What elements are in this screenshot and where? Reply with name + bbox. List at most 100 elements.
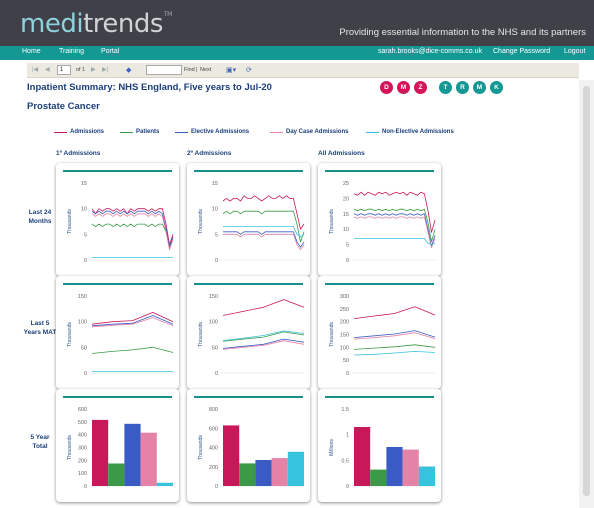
card-accent-bar [194,283,303,285]
y-tick-label: 250 [340,307,349,313]
bar [108,463,125,486]
y-tick-label: 15 [212,181,218,187]
bar [354,427,371,486]
y-tick-label: 150 [78,294,87,300]
header-banner: meditrendsTM Providing essential informa… [0,0,594,46]
row-heading-24-months: Last 24 Months [28,209,52,225]
series-line [353,191,436,233]
y-axis-label: Thousands [198,322,204,347]
card-accent-bar [325,283,434,285]
row-heading-5-year-total: 5 Year Total [30,434,50,450]
refresh-icon[interactable]: ⟳ [246,67,252,74]
export-icon[interactable]: ▣▾ [226,67,237,74]
chart-card: Thousands 0 5 10 15 [56,163,179,276]
page-number-input[interactable]: 1 [57,65,71,75]
y-axis-label: Thousands [329,209,335,234]
filter-k-button[interactable]: K [490,81,503,94]
last-page-icon[interactable]: ▶| [102,67,109,73]
card-accent-bar [325,170,434,172]
next-link[interactable]: Next [200,67,212,73]
user-email-link[interactable]: sarah.brooks@dice-comms.co.uk [378,48,482,55]
series-line [222,299,305,316]
previous-page-icon[interactable]: ◀ [45,67,50,73]
chart-card: Thousands 0 5 10 15 [187,163,310,276]
chart-svg: Thousands 0 50 100 150 [198,294,305,377]
column-heading-primary: 1º Admissions [56,150,101,157]
y-tick-label: 50 [212,345,218,351]
chart-card: Thousands 0 5 10 15 20 25 [318,163,441,276]
y-tick-label: 100 [78,320,87,326]
bar [386,447,403,486]
scrollbar-thumb[interactable] [583,86,590,496]
find-separator: | [196,67,198,73]
y-tick-label: 15 [343,212,349,218]
first-page-icon[interactable]: |◀ [32,67,39,73]
series-line [353,306,436,319]
filter-d-button[interactable]: D [380,81,393,94]
y-axis-label: Thousands [198,209,204,234]
y-tick-label: 10 [212,207,218,213]
y-tick-label: 50 [343,358,349,364]
y-tick-label: 200 [209,465,218,471]
logo-text-trends: trends [83,9,163,39]
y-tick-label: 400 [209,446,218,452]
series-line [353,332,436,340]
find-link[interactable]: Find [184,67,195,73]
y-tick-label: 0 [215,371,218,377]
filter-z-button[interactable]: Z [414,81,427,94]
series-line [91,208,174,245]
logout-link[interactable]: Logout [564,48,586,55]
find-input[interactable] [146,65,182,75]
legend-label: Day Case Admissions [286,129,349,135]
y-axis-label: Millions [329,439,335,456]
series-line [91,346,174,354]
legend-label: Patients [136,129,160,135]
chart-card: Millions 0 0.5 1 1.5 [318,389,441,502]
y-tick-label: 150 [340,333,349,339]
filter-r-button[interactable]: R [456,81,469,94]
bar [271,458,288,486]
y-axis-label: Thousands [67,435,73,460]
series-line [354,238,436,245]
back-icon[interactable]: ◆ [126,67,132,74]
series-line [91,312,174,325]
next-page-icon[interactable]: ▶ [91,67,96,73]
bar [239,463,256,486]
report-subtitle: Prostate Cancer [27,101,100,112]
y-tick-label: 50 [81,345,87,351]
bar [402,449,419,486]
bar [418,466,435,486]
chart-svg: Thousands 0 5 10 15 [198,181,305,264]
y-axis-label: Thousands [67,209,73,234]
filter-m2-button[interactable]: M [473,81,486,94]
change-password-link[interactable]: Change Password [493,48,551,55]
y-tick-label: 10 [343,227,349,233]
chart-svg: Millions 0 0.5 1 1.5 [329,407,435,490]
filter-m-button[interactable]: M [397,81,410,94]
filter-t-button[interactable]: T [439,81,452,94]
legend-swatch [120,132,133,134]
series-line [223,231,305,248]
vertical-scrollbar[interactable] [579,80,594,508]
bar [223,425,240,486]
y-tick-label: 500 [78,420,87,426]
nav-portal-link[interactable]: Portal [101,48,120,55]
y-tick-label: 400 [78,433,87,439]
y-tick-label: 15 [81,181,87,187]
nav-home-link[interactable]: Home [22,48,41,55]
series-line [353,344,436,350]
report-title: Inpatient Summary: NHS England, Five yea… [27,82,272,93]
series-line [91,223,174,248]
series-line [222,340,305,350]
bar [140,432,157,486]
meditrends-logo[interactable]: meditrendsTM [20,9,172,39]
series-line [353,330,436,338]
y-tick-label: 100 [209,320,218,326]
y-axis-label: Thousands [329,322,335,347]
nav-training-link[interactable]: Training [59,48,85,55]
y-tick-label: 300 [340,294,349,300]
series-line [353,213,436,247]
row-heading-5-years-mat: Last 5 Years MAT [23,320,57,336]
legend-swatch [54,132,67,134]
y-tick-label: 5 [84,232,87,238]
